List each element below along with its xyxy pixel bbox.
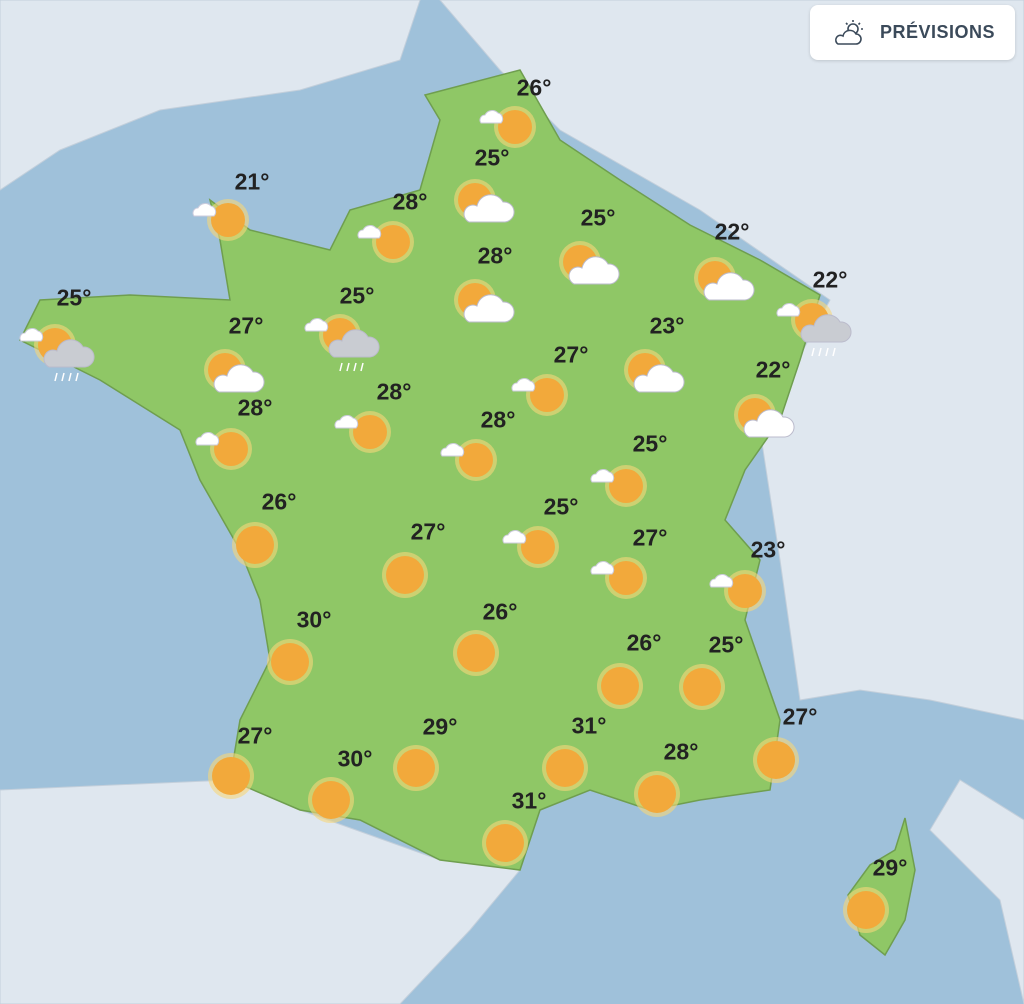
sun-cloud-rain-icon — [776, 299, 852, 357]
temperature-label: 25° — [474, 144, 510, 171]
temperature-label: 26° — [482, 598, 518, 625]
sun-icon — [679, 664, 725, 710]
sun-icon — [753, 737, 799, 783]
sun-icon — [597, 663, 643, 709]
sun-cloud-icon — [454, 279, 515, 323]
sun-icon — [542, 745, 588, 791]
sun-cloud-icon — [204, 349, 265, 393]
sun-cloud-rain-icon — [19, 324, 95, 382]
sun-small-cloud-icon — [502, 526, 559, 568]
temperature-label: 28° — [237, 394, 273, 421]
sun-small-cloud-icon — [440, 439, 497, 481]
sun-icon — [208, 753, 254, 799]
temperature-label: 25° — [543, 493, 579, 520]
temperature-label: 26° — [261, 488, 297, 515]
sun-icon — [393, 745, 439, 791]
cloud-sun-icon — [834, 19, 863, 45]
sun-small-cloud-icon — [334, 411, 391, 453]
temperature-label: 26° — [516, 74, 552, 101]
sun-small-cloud-icon — [511, 374, 568, 416]
temperature-label: 28° — [376, 378, 412, 405]
sun-icon — [482, 820, 528, 866]
temperature-label: 28° — [392, 188, 428, 215]
sun-small-cloud-icon — [590, 557, 647, 599]
sun-icon — [382, 552, 428, 598]
sun-icon — [232, 522, 278, 568]
temperature-label: 23° — [649, 312, 685, 339]
sun-cloud-icon — [454, 179, 515, 223]
temperature-label: 30° — [296, 606, 332, 633]
temperature-label: 21° — [234, 168, 270, 195]
sun-small-cloud-icon — [192, 199, 249, 241]
temperature-label: 27° — [553, 341, 589, 368]
sun-small-cloud-icon — [709, 570, 766, 612]
sun-cloud-icon — [624, 349, 685, 393]
forecast-button-label: PRÉVISIONS — [879, 22, 996, 42]
temperature-label: 30° — [337, 745, 373, 772]
temperature-label: 22° — [755, 356, 791, 383]
sun-cloud-icon — [694, 257, 755, 301]
temperature-label: 26° — [626, 629, 662, 656]
sun-cloud-rain-icon — [304, 314, 380, 372]
temperature-label: 29° — [872, 854, 908, 881]
sun-small-cloud-icon — [357, 221, 414, 263]
sun-small-cloud-icon — [590, 465, 647, 507]
temperature-label: 27° — [632, 524, 668, 551]
temperature-label: 25° — [632, 430, 668, 457]
temperature-label: 22° — [812, 266, 848, 293]
temperature-label: 27° — [228, 312, 264, 339]
sun-small-cloud-icon — [195, 428, 252, 470]
temperature-label: 31° — [571, 712, 607, 739]
temperature-label: 27° — [410, 518, 446, 545]
forecast-button[interactable]: PRÉVISIONS — [810, 5, 1015, 60]
temperature-label: 22° — [714, 218, 750, 245]
temperature-label: 29° — [422, 713, 458, 740]
temperature-label: 28° — [480, 406, 516, 433]
sun-icon — [267, 639, 313, 685]
sun-cloud-icon — [734, 394, 795, 438]
temperature-label: 28° — [477, 242, 513, 269]
temperature-label: 25° — [708, 631, 744, 658]
temperature-label: 25° — [56, 284, 92, 311]
temperature-label: 31° — [511, 787, 547, 814]
temperature-label: 23° — [750, 536, 786, 563]
temperature-label: 25° — [339, 282, 375, 309]
sun-icon — [634, 771, 680, 817]
temperature-label: 28° — [663, 738, 699, 765]
temperature-label: 27° — [782, 703, 818, 730]
sun-icon — [308, 777, 354, 823]
sun-icon — [453, 630, 499, 676]
sun-icon — [843, 887, 889, 933]
temperature-label: 27° — [237, 722, 273, 749]
sun-small-cloud-icon — [479, 106, 536, 148]
temperature-label: 25° — [580, 204, 616, 231]
sun-cloud-icon — [559, 241, 620, 285]
